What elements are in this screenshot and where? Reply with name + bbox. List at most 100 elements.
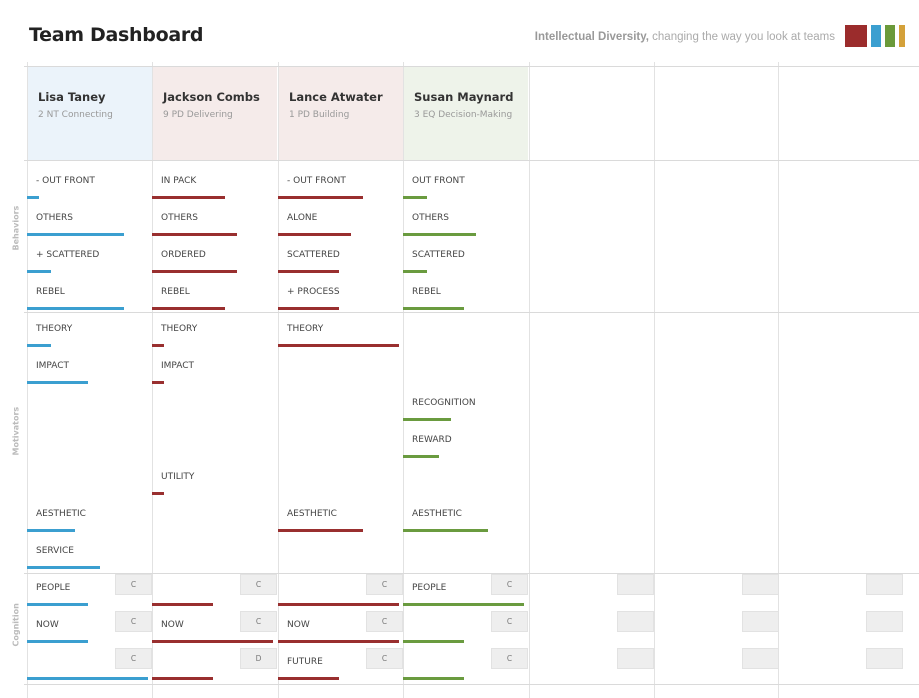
trait-bar xyxy=(152,677,213,680)
trait-label: + SCATTERED xyxy=(36,250,100,260)
column-divider xyxy=(403,62,404,698)
section-label-cognition: Cognition xyxy=(11,603,21,647)
swatch-gold[interactable] xyxy=(899,25,905,47)
trait-label: SCATTERED xyxy=(412,250,465,260)
member-name: Lance Atwater xyxy=(289,90,383,104)
trait-bar xyxy=(152,492,164,495)
trait-bar xyxy=(152,640,273,643)
page-title: Team Dashboard xyxy=(29,24,204,46)
member-subtitle: 9 PD Delivering xyxy=(163,110,233,120)
trait-bar xyxy=(27,640,88,643)
cognition-box[interactable] xyxy=(866,574,903,595)
cognition-box[interactable]: C xyxy=(240,574,277,595)
trait-label: OTHERS xyxy=(161,213,199,223)
trait-label: SCATTERED xyxy=(287,250,340,260)
column-divider xyxy=(529,62,530,698)
trait-bar xyxy=(403,640,464,643)
trait-label: NOW xyxy=(161,620,184,630)
swatch-green[interactable] xyxy=(885,25,895,47)
trait-label: REBEL xyxy=(36,287,65,297)
trait-bar xyxy=(27,566,100,569)
cognition-box[interactable] xyxy=(866,611,903,632)
cognition-box[interactable]: C xyxy=(115,574,152,595)
cognition-box[interactable] xyxy=(617,611,654,632)
trait-label: IMPACT xyxy=(161,361,195,371)
cognition-box[interactable]: D xyxy=(240,648,277,669)
cognition-box[interactable]: C xyxy=(240,611,277,632)
trait-label: AESTHETIC xyxy=(287,509,337,519)
column-divider xyxy=(778,62,779,698)
trait-label: REWARD xyxy=(412,435,452,445)
trait-bar xyxy=(27,677,148,680)
trait-label: FUTURE xyxy=(287,657,323,667)
trait-label: + PROCESS xyxy=(287,287,340,297)
column-divider xyxy=(152,62,153,698)
trait-bar xyxy=(152,196,225,199)
cognition-box[interactable]: C xyxy=(366,611,403,632)
trait-bar xyxy=(152,381,164,384)
trait-label: THEORY xyxy=(36,324,73,334)
trait-bar xyxy=(403,307,464,310)
trait-bar xyxy=(403,270,427,273)
trait-bar xyxy=(278,640,399,643)
trait-bar xyxy=(403,418,451,421)
swatch-blue[interactable] xyxy=(871,25,881,47)
trait-bar xyxy=(27,270,51,273)
member-header[interactable]: Susan Maynard 3 EQ Decision-Making xyxy=(404,67,528,160)
column-divider xyxy=(654,62,655,698)
column-divider xyxy=(27,62,28,698)
trait-bar xyxy=(27,381,88,384)
member-header[interactable]: Jackson Combs 9 PD Delivering xyxy=(153,67,277,160)
cognition-box[interactable] xyxy=(617,574,654,595)
trait-bar xyxy=(403,603,524,606)
trait-label: ORDERED xyxy=(161,250,206,260)
swatch-red[interactable] xyxy=(845,25,867,47)
cognition-box[interactable]: C xyxy=(491,611,528,632)
cognition-box[interactable] xyxy=(742,574,779,595)
cognition-box[interactable]: C xyxy=(366,648,403,669)
member-subtitle: 3 EQ Decision-Making xyxy=(414,110,513,120)
trait-bar xyxy=(152,603,213,606)
trait-label: UTILITY xyxy=(161,472,195,482)
member-name: Lisa Taney xyxy=(38,90,106,104)
trait-label: SERVICE xyxy=(36,546,74,556)
trait-bar xyxy=(278,603,399,606)
cognition-box[interactable] xyxy=(742,648,779,669)
trait-label: PEOPLE xyxy=(36,583,71,593)
trait-bar xyxy=(278,529,363,532)
section-divider xyxy=(24,312,919,313)
trait-label: AESTHETIC xyxy=(36,509,86,519)
cognition-box[interactable]: C xyxy=(115,648,152,669)
cognition-box[interactable]: C xyxy=(366,574,403,595)
trait-bar xyxy=(152,344,164,347)
trait-bar xyxy=(27,196,39,199)
trait-bar xyxy=(278,307,339,310)
trait-label: NOW xyxy=(36,620,59,630)
cognition-box[interactable] xyxy=(866,648,903,669)
trait-bar xyxy=(278,233,351,236)
cognition-box[interactable] xyxy=(742,611,779,632)
trait-label: THEORY xyxy=(287,324,324,334)
tagline: Intellectual Diversity, changing the way… xyxy=(535,31,835,43)
trait-label: NOW xyxy=(287,620,310,630)
trait-label: RECOGNITION xyxy=(412,398,476,408)
member-header[interactable]: Lance Atwater 1 PD Building xyxy=(279,67,403,160)
trait-bar xyxy=(403,529,488,532)
section-divider xyxy=(24,66,919,67)
trait-label: OUT FRONT xyxy=(412,176,465,186)
trait-bar xyxy=(27,529,75,532)
tagline-text: changing the way you look at teams xyxy=(648,31,835,43)
trait-label: OTHERS xyxy=(412,213,450,223)
trait-bar xyxy=(403,455,439,458)
cognition-box[interactable]: C xyxy=(491,648,528,669)
cognition-box[interactable]: C xyxy=(491,574,528,595)
trait-label: - OUT FRONT xyxy=(287,176,346,186)
trait-label: - OUT FRONT xyxy=(36,176,95,186)
trait-bar xyxy=(152,307,225,310)
cognition-box[interactable]: C xyxy=(115,611,152,632)
member-header[interactable]: Lisa Taney 2 NT Connecting xyxy=(28,67,152,160)
trait-label: REBEL xyxy=(161,287,190,297)
trait-label: AESTHETIC xyxy=(412,509,462,519)
cognition-box[interactable] xyxy=(617,648,654,669)
trait-bar xyxy=(403,233,476,236)
